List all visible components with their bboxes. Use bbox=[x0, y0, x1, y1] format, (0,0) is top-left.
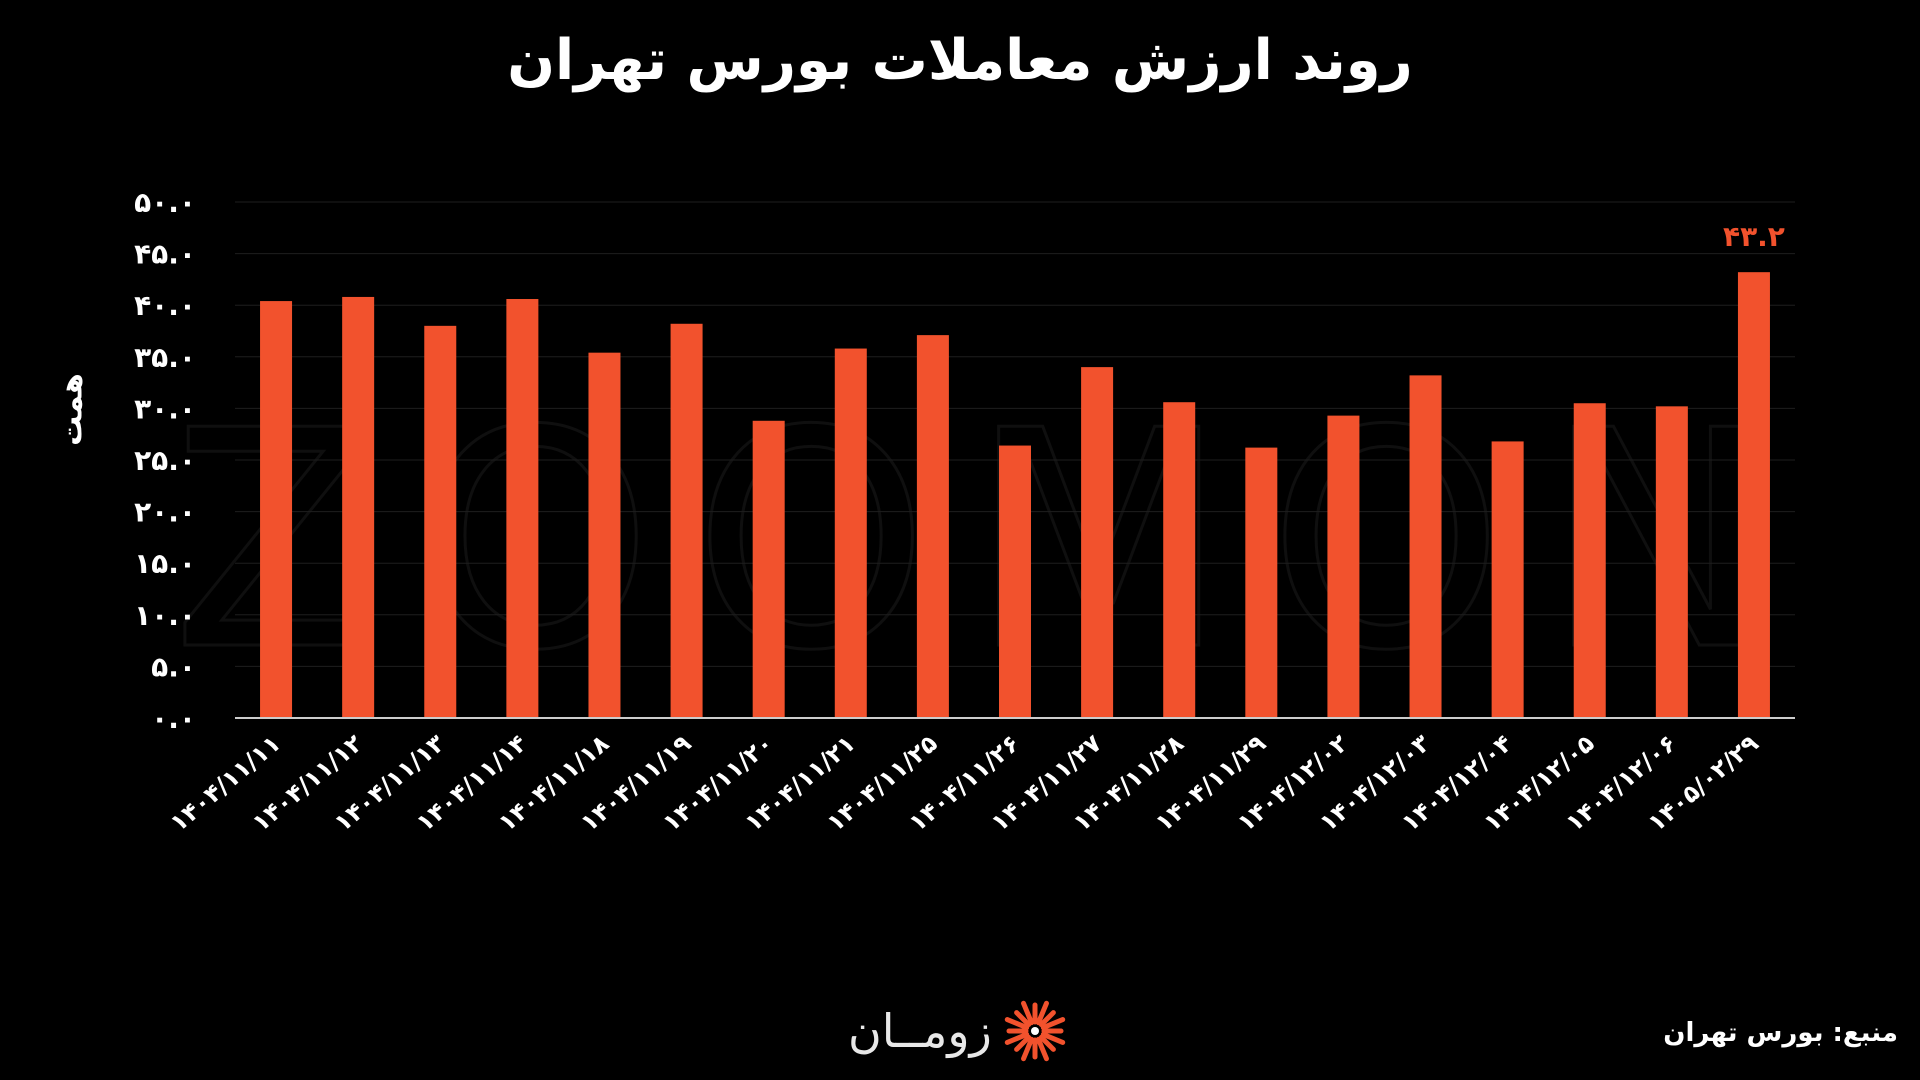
y-tick-label: ۱۰.۰ bbox=[134, 599, 196, 632]
brand-logo: زومــان bbox=[848, 998, 1068, 1064]
bar bbox=[1327, 415, 1360, 718]
y-tick-label: ۴۵.۰ bbox=[134, 238, 196, 271]
bars bbox=[260, 272, 1770, 718]
bar bbox=[916, 335, 949, 718]
bar bbox=[424, 325, 457, 718]
bar bbox=[1655, 406, 1688, 718]
y-tick-label: ۵.۰ bbox=[151, 650, 196, 683]
bar bbox=[260, 301, 293, 718]
y-tick-label: ۳۰.۰ bbox=[134, 392, 196, 425]
sunburst-icon bbox=[1004, 1000, 1066, 1062]
y-tick-label: ۰.۰ bbox=[151, 702, 196, 735]
y-tick-label: ۵۰.۰ bbox=[134, 186, 196, 219]
y-axis-ticks: ۰.۰ ۵.۰ ۱۰.۰ ۱۵.۰ ۲۰.۰ ۲۵.۰ ۳۰.۰ ۳۵.۰ ۴۰.۰ ۴۵.۰ ۵۰… bbox=[134, 186, 196, 735]
y-tick-label: ۲۰.۰ bbox=[134, 496, 196, 529]
y-tick-label: ۴۰.۰ bbox=[134, 289, 196, 322]
y-tick-label: ۲۵.۰ bbox=[134, 444, 196, 477]
data-labels: ۴۳.۲ bbox=[1723, 220, 1785, 253]
bar bbox=[1737, 272, 1770, 718]
bar bbox=[1163, 402, 1196, 718]
bar bbox=[834, 348, 867, 718]
bar bbox=[342, 296, 375, 718]
y-tick-label: ۳۵.۰ bbox=[134, 341, 196, 374]
bar bbox=[1573, 403, 1606, 718]
bar bbox=[752, 420, 785, 718]
data-label: ۴۳.۲ bbox=[1723, 220, 1785, 253]
bar bbox=[588, 352, 621, 718]
source-note: منبع: بورس تهران bbox=[1663, 1018, 1898, 1048]
x-axis-ticks: ۱۴۰۴/۱۱/۱۱۱۴۰۴/۱۱/۱۲۱۴۰۴/۱۱/۱۳۱۴۰۴/۱۱/۱۴… bbox=[165, 729, 1764, 837]
bar bbox=[670, 323, 703, 718]
bar bbox=[1409, 375, 1442, 718]
watermark-text: ZOOMON bbox=[171, 367, 1808, 716]
bar bbox=[1081, 367, 1114, 718]
bar bbox=[999, 445, 1031, 718]
logo-text: زومــان bbox=[848, 1004, 992, 1058]
y-tick-label: ۱۵.۰ bbox=[134, 547, 196, 580]
chart-title: روند ارزش معاملات بورس تهران bbox=[507, 28, 1413, 93]
bar bbox=[506, 299, 539, 718]
bar bbox=[1491, 441, 1524, 718]
bar bbox=[1245, 447, 1278, 718]
